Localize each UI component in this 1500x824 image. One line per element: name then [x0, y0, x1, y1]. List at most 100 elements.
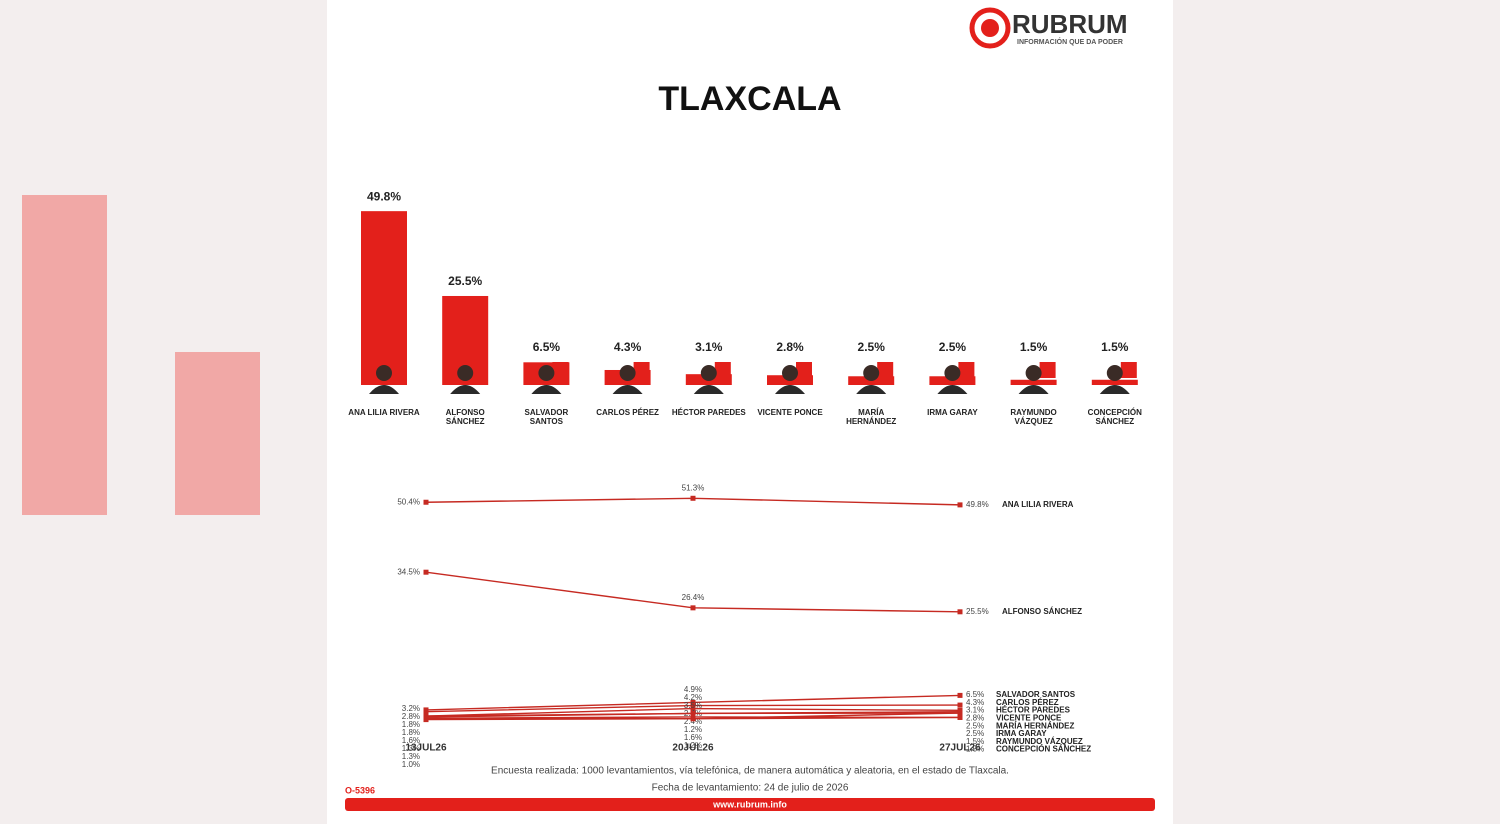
value-label: 1.5%	[1101, 340, 1129, 354]
series-name: RAYMUNDO VÁZQUEZ	[996, 737, 1083, 746]
point-label: 25.5%	[966, 607, 989, 616]
candidate-name: ANA LILIA RIVERA	[348, 408, 420, 417]
photo-tag	[390, 362, 406, 378]
candidate-name: RAYMUNDO VÁZQUEZ	[1010, 408, 1057, 426]
point	[957, 702, 963, 708]
code: O-5396	[345, 785, 375, 795]
value-label: 6.5%	[533, 340, 561, 354]
card	[327, 0, 1173, 824]
url: www.rubrum.info	[712, 799, 787, 809]
series-name: SALVADOR SANTOS	[996, 690, 1076, 699]
point-label: 1.5%	[966, 745, 984, 754]
point	[423, 717, 429, 723]
point	[957, 692, 963, 698]
bar	[361, 211, 407, 385]
survey-date: Fecha de levantamiento: 24 de julio de 2…	[652, 783, 849, 794]
candidate-name: SALVADOR SANTOS	[524, 408, 569, 426]
candidate-name: CARLOS PÉREZ	[596, 408, 659, 417]
photo-tag	[877, 362, 894, 378]
point-label: 51.3%	[682, 483, 705, 492]
point	[690, 605, 696, 611]
candidate-name: HÉCTOR PAREDES	[671, 408, 746, 417]
photo-tag	[714, 362, 731, 378]
photo-body	[612, 385, 643, 394]
point-label: 6.5%	[966, 690, 984, 699]
point	[690, 716, 696, 722]
photo-body	[531, 385, 562, 394]
point-label: 4.2%	[684, 693, 702, 702]
photo-body	[1018, 385, 1049, 394]
point	[690, 699, 696, 705]
series-name: CARLOS PÉREZ	[996, 698, 1059, 707]
value-label: 49.8%	[367, 189, 401, 203]
point	[957, 609, 963, 615]
point	[957, 710, 963, 716]
point-label: 3.2%	[402, 704, 420, 713]
blurred-side	[1173, 0, 1500, 824]
series-name: MARÍA HERNÁNDEZ	[996, 721, 1074, 730]
point-label: 1.2%	[684, 741, 702, 750]
photo-head	[457, 365, 474, 381]
value-label: 2.5%	[858, 340, 886, 354]
point	[423, 499, 429, 505]
series-name: IRMA GARAY	[996, 729, 1047, 738]
point-label: 2.5%	[966, 721, 984, 730]
point-label: 49.8%	[966, 500, 989, 509]
point-label: 2.8%	[966, 714, 984, 723]
point	[690, 703, 696, 709]
point-label: 2.5%	[966, 729, 984, 738]
photo-body	[450, 385, 481, 394]
point-label: 2.8%	[402, 712, 420, 721]
value-label: 25.5%	[448, 274, 482, 288]
point-label: 3.1%	[966, 706, 984, 715]
candidate-name: IRMA GARAY	[927, 408, 978, 417]
bar	[1010, 379, 1057, 385]
point	[957, 714, 963, 720]
value-label: 1.5%	[1020, 340, 1048, 354]
title: TLAXCALA	[658, 80, 841, 118]
value-label: 2.5%	[939, 340, 967, 354]
photo-body	[693, 385, 724, 394]
point-label: 4.3%	[966, 698, 984, 707]
point-label: 1.5%	[966, 737, 984, 746]
point-label: 1.2%	[684, 725, 702, 734]
point-label: 50.4%	[397, 497, 420, 506]
photo-tag	[1120, 362, 1137, 378]
x-tick-label: 27JUL26	[939, 743, 981, 754]
photo-head	[1025, 365, 1042, 381]
photo-body	[856, 385, 887, 394]
photo-head	[782, 365, 798, 381]
point-label: 2.4%	[684, 717, 702, 726]
value-label: 3.1%	[695, 340, 723, 354]
candidate-name: MARÍA HERNÁNDEZ	[846, 408, 897, 426]
photo-head	[1106, 365, 1123, 381]
x-tick-label: 20JUL26	[672, 743, 714, 754]
point-label: 4.9%	[684, 685, 702, 694]
photo-tag	[958, 362, 975, 378]
bar	[1091, 379, 1138, 385]
photo-head	[376, 365, 392, 381]
photo-tag	[552, 362, 569, 378]
point-label: 1.0%	[402, 760, 420, 769]
point	[690, 706, 696, 712]
point-label: 3.5%	[684, 701, 702, 710]
photo-head	[700, 365, 717, 381]
logo-dot	[981, 19, 999, 37]
photo-head	[863, 365, 880, 381]
series-name: VICENTE PONCE	[996, 714, 1062, 723]
point	[690, 710, 696, 716]
point-label: 34.5%	[397, 567, 420, 576]
logo-tagline: INFORMACIÓN QUE DA PODER	[1017, 37, 1123, 46]
point-label: 1.8%	[402, 728, 420, 737]
photo-head	[944, 365, 961, 381]
logo-name: RUBRUM	[1012, 9, 1128, 39]
photo-body	[369, 385, 399, 394]
photo-head	[538, 365, 555, 381]
x-tick-label: 13JUL26	[405, 743, 447, 754]
point	[957, 502, 963, 508]
series-name: ANA LILIA RIVERA	[1002, 500, 1074, 509]
series-name: ALFONSO SÁNCHEZ	[1002, 607, 1082, 616]
photo-tag	[633, 362, 650, 378]
photo-tag	[1039, 362, 1056, 378]
